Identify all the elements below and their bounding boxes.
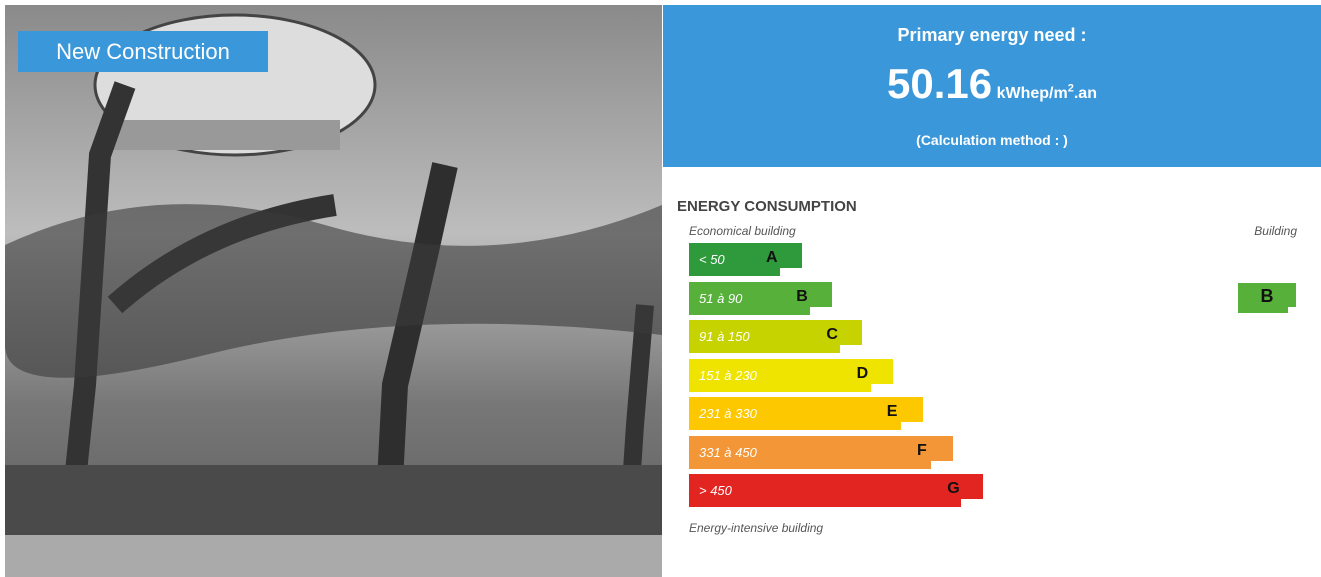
- section-title: ENERGY CONSUMPTION: [677, 198, 857, 215]
- bar-letter: A: [766, 249, 778, 267]
- bar-tail: [689, 461, 931, 469]
- bar-range: < 50: [699, 252, 725, 267]
- foliage: [5, 204, 662, 378]
- header-note: (Calculation method : ): [663, 132, 1321, 148]
- bar-tail: [689, 384, 871, 392]
- header-title: Primary energy need :: [663, 25, 1321, 46]
- badge: New Construction: [18, 31, 268, 72]
- top-label: Economical building: [689, 224, 796, 238]
- bar-letter: E: [887, 403, 898, 421]
- header-value-line: 50.16 kWhep/m2.an: [663, 60, 1321, 108]
- rating-letter: B: [1238, 286, 1296, 307]
- bar-range: 331 à 450: [699, 445, 757, 460]
- bar-range: 231 à 330: [699, 406, 757, 421]
- logo-band: [100, 120, 340, 150]
- bar-letter: D: [857, 365, 869, 383]
- bar: [689, 474, 983, 499]
- building-photo: [5, 5, 662, 577]
- hedge: [5, 465, 662, 535]
- bar-range: > 450: [699, 483, 732, 498]
- column-label: Building: [1200, 224, 1297, 238]
- bar-tail: [689, 422, 901, 430]
- bar-letter: B: [796, 288, 808, 306]
- bar-range: 51 à 90: [699, 291, 742, 306]
- header-unit-suffix: .an: [1074, 85, 1097, 102]
- bar-letter: F: [917, 442, 927, 460]
- bar-letter: C: [826, 326, 838, 344]
- bottom-label: Energy-intensive building: [689, 521, 823, 535]
- header-unit: kWhep/m: [997, 85, 1068, 102]
- bar-tail: [689, 345, 840, 353]
- page: New Construction Primary energy need : 5…: [0, 0, 1321, 577]
- bar-tail: [689, 268, 780, 276]
- photo-art: [5, 5, 662, 577]
- bar-range: 151 à 230: [699, 368, 757, 383]
- rating-tail: [1238, 307, 1288, 313]
- header-value: 50.16: [887, 60, 992, 107]
- bar-tail: [689, 307, 810, 315]
- bar-letter: G: [947, 480, 959, 498]
- energy-header: Primary energy need : 50.16 kWhep/m2.an …: [663, 5, 1321, 167]
- bar-range: 91 à 150: [699, 329, 750, 344]
- bar-tail: [689, 499, 961, 507]
- path: [5, 535, 662, 577]
